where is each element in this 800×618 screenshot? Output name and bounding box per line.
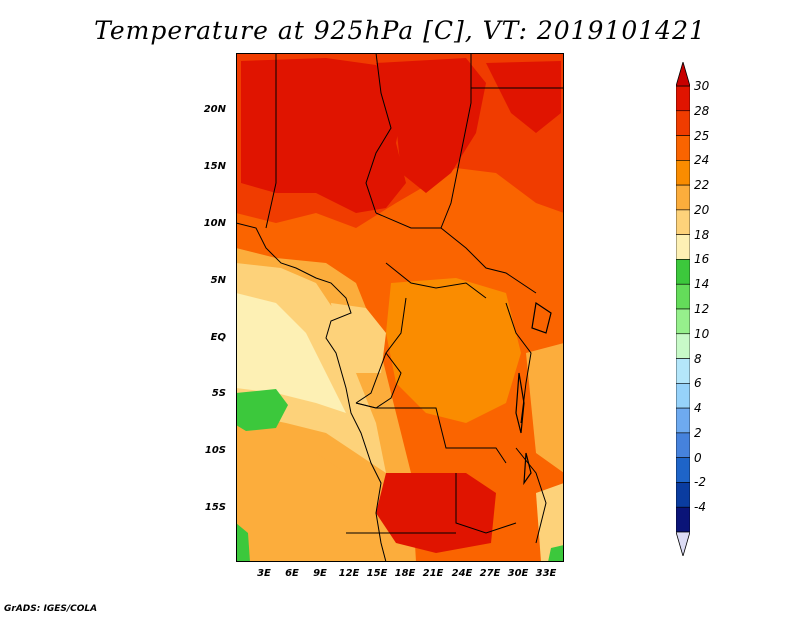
lat-label-5s: 5S: [211, 388, 226, 399]
colorbar-label: -2: [694, 475, 706, 490]
lon-label-33e: 33E: [535, 568, 557, 579]
colorbar-label: 0: [694, 450, 702, 465]
lon-label-12e: 12E: [338, 568, 360, 579]
colorbar-segment: [676, 184, 690, 211]
colorbar-segment: [676, 85, 690, 112]
field-sahara-core: [241, 58, 406, 213]
field-east-hot: [486, 61, 561, 133]
colorbar-segment: [676, 333, 690, 359]
field-green-se: [548, 545, 564, 562]
field-green-west: [236, 389, 288, 431]
colorbar-segment: [676, 383, 690, 409]
colorbar-segment: [676, 259, 690, 285]
colorbar-segment: [676, 234, 690, 260]
grads-credit: GrADS: IGES/COLA: [4, 604, 98, 614]
colorbar-top-arrow: [676, 62, 690, 87]
lon-label-3e: 3E: [257, 568, 271, 579]
colorbar-segment: [676, 283, 690, 310]
colorbar-label: 2: [694, 425, 702, 440]
colorbar-segments: [676, 85, 690, 533]
country-borders: [265, 53, 564, 544]
colorbar-label: 16: [694, 252, 710, 267]
lon-label-6e: 6E: [285, 568, 299, 579]
lon-label-27e: 27E: [479, 568, 501, 579]
colorbar-label: 30: [694, 79, 710, 93]
colorbar-segment: [676, 506, 690, 533]
lat-label-15s: 15S: [204, 502, 226, 513]
lakes: [515, 301, 552, 486]
lat-label-eq: EQ: [210, 332, 226, 343]
field-ocean-pale: [236, 293, 346, 413]
coastline: [236, 222, 387, 562]
field-central-amber: [386, 278, 521, 423]
colorbar-segment: [676, 209, 690, 235]
colorbar-label: 4: [694, 401, 702, 416]
colorbar-label: -4: [694, 500, 706, 515]
colorbar-label: 24: [694, 153, 710, 168]
colorbar-segment: [676, 358, 690, 384]
colorbar-label: 25: [694, 128, 710, 143]
field-chad-core: [376, 58, 486, 193]
colorbar-segment: [676, 308, 690, 335]
field-southocean: [236, 433, 376, 562]
lat-label-10n: 10N: [203, 218, 226, 229]
field-east-tan: [526, 343, 564, 473]
colorbar-segment: [676, 160, 690, 186]
colorbar-bottom-arrow: [676, 531, 690, 556]
colorbar-segment: [676, 135, 690, 161]
temperature-map: [236, 53, 564, 562]
lat-label-10s: 10S: [204, 445, 226, 456]
lon-label-15e: 15E: [366, 568, 388, 579]
lon-label-9e: 9E: [313, 568, 327, 579]
colorbar-label: 10: [694, 326, 710, 341]
lat-label-15n: 15N: [203, 161, 226, 172]
map-frame: [236, 53, 564, 562]
colorbar: [676, 62, 690, 556]
field-congo-tan: [331, 303, 386, 373]
colorbar-segment: [676, 110, 690, 136]
field-se-tan: [536, 483, 564, 562]
colorbar-label: 8: [694, 351, 702, 366]
colorbar-label: 18: [694, 227, 710, 242]
colorbar-label: 12: [694, 302, 710, 316]
lat-label-20n: 20N: [203, 104, 226, 115]
field-green-sw: [236, 523, 250, 562]
lon-label-24e: 24E: [451, 568, 473, 579]
colorbar-segment: [676, 457, 690, 483]
colorbar-label: 14: [694, 277, 710, 292]
colorbar-label: 6: [694, 376, 702, 391]
lat-label-5n: 5N: [210, 275, 226, 286]
colorbar-label: 22: [694, 178, 710, 193]
lon-label-21e: 21E: [422, 568, 444, 579]
colorbar-segment: [676, 482, 690, 508]
colorbar-label: 28: [694, 103, 710, 118]
lon-label-30e: 30E: [507, 568, 529, 579]
colorbar-segment: [676, 407, 690, 434]
lon-label-18e: 18E: [394, 568, 416, 579]
colorbar-label: 20: [694, 202, 710, 217]
colorbar-segment: [676, 432, 690, 458]
plot-title: Temperature at 925hPa [C], VT: 201910142…: [94, 16, 706, 45]
